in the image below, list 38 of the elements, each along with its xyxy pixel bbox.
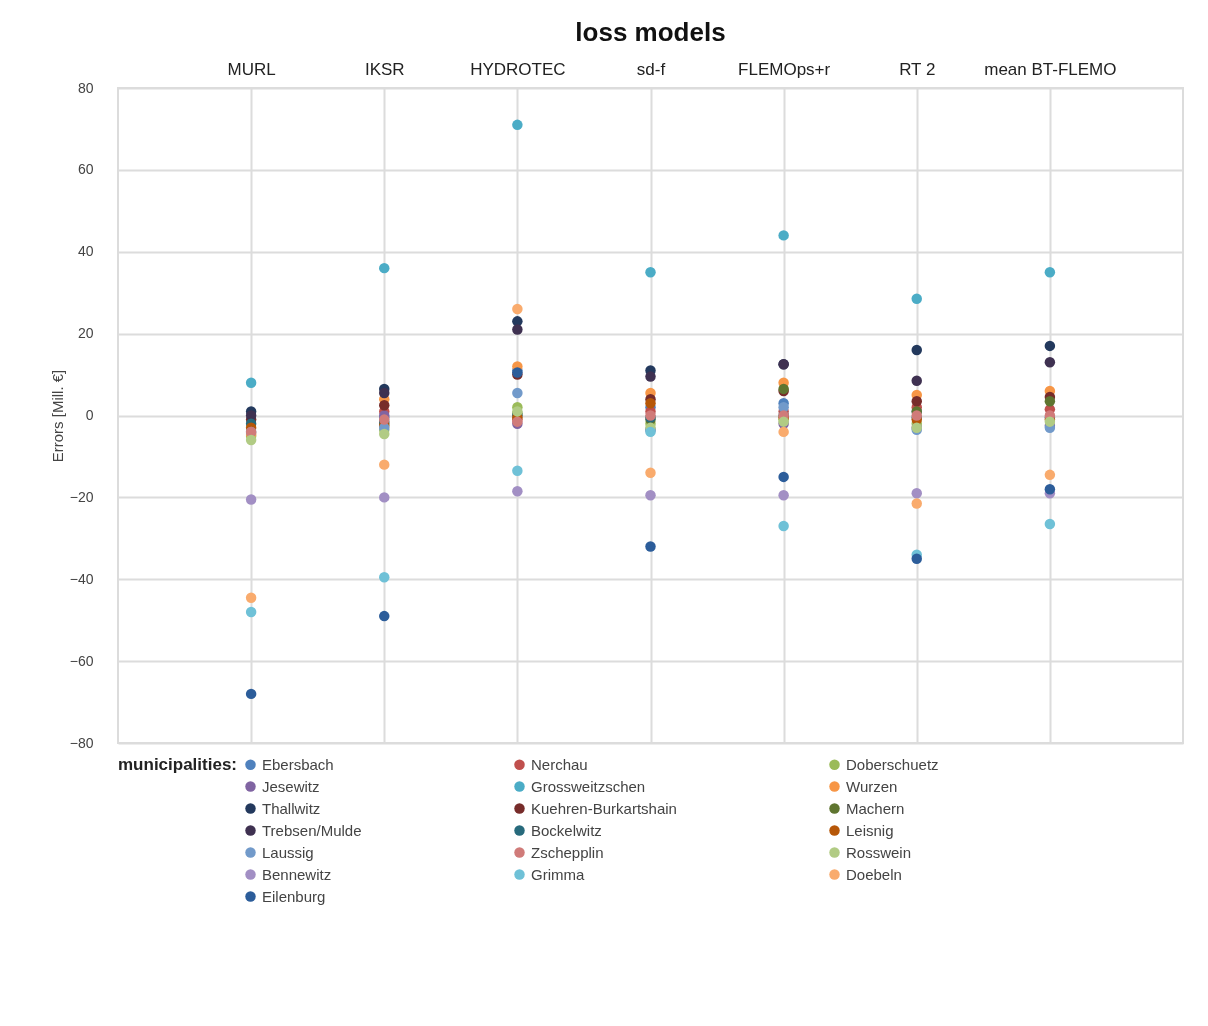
y-tick-label: −80 bbox=[69, 734, 94, 751]
legend-title: municipalities: bbox=[118, 755, 238, 774]
legend-label: Kuehren-Burkartshain bbox=[531, 799, 677, 817]
legend-label: Jesewitz bbox=[262, 777, 320, 795]
legend-label: Zschepplin bbox=[531, 843, 604, 861]
legend-label: Bockelwitz bbox=[531, 821, 602, 839]
chart-title: loss models bbox=[575, 17, 726, 47]
legend-label: Eilenburg bbox=[262, 887, 326, 905]
legend-label: Doberschuetz bbox=[846, 755, 939, 773]
y-tick-label: 60 bbox=[77, 161, 94, 178]
x-tick-label: MURL bbox=[227, 59, 276, 79]
legend-label: Trebsen/Mulde bbox=[262, 821, 362, 839]
legend-label: Bennewitz bbox=[262, 865, 332, 883]
legend-label: Laussig bbox=[262, 843, 314, 861]
legend-label: Machern bbox=[846, 799, 905, 817]
legend-label: Grossweitzschen bbox=[531, 777, 646, 795]
y-tick-label: 40 bbox=[77, 243, 94, 260]
x-tick-label: RT 2 bbox=[899, 59, 936, 79]
legend-label: Thallwitz bbox=[262, 799, 321, 817]
y-tick-label: 0 bbox=[85, 407, 94, 423]
legend-label: Nerchau bbox=[531, 755, 588, 773]
legend-label: Rosswein bbox=[846, 843, 912, 861]
x-tick-label: IKSR bbox=[364, 59, 405, 79]
legend-label: Ebersbach bbox=[262, 755, 334, 773]
legend-label: Grimma bbox=[531, 865, 585, 883]
x-tick-label: HYDROTEC bbox=[470, 59, 566, 79]
x-tick-label: sd-f bbox=[636, 59, 666, 79]
y-axis-title: Errors [Mill. €] bbox=[48, 369, 66, 463]
x-tick-label: mean BT-FLEMO bbox=[984, 59, 1117, 79]
legend-label: Leisnig bbox=[846, 821, 894, 839]
legend-label: Wurzen bbox=[846, 777, 898, 795]
y-tick-label: −60 bbox=[69, 652, 94, 669]
y-tick-label: −40 bbox=[69, 570, 94, 587]
y-tick-label: 80 bbox=[77, 79, 94, 96]
legend-label: Doebeln bbox=[846, 865, 902, 883]
y-tick-label: −20 bbox=[69, 488, 94, 505]
x-tick-label: FLEMOps+r bbox=[738, 59, 831, 79]
y-tick-label: 20 bbox=[77, 325, 94, 342]
